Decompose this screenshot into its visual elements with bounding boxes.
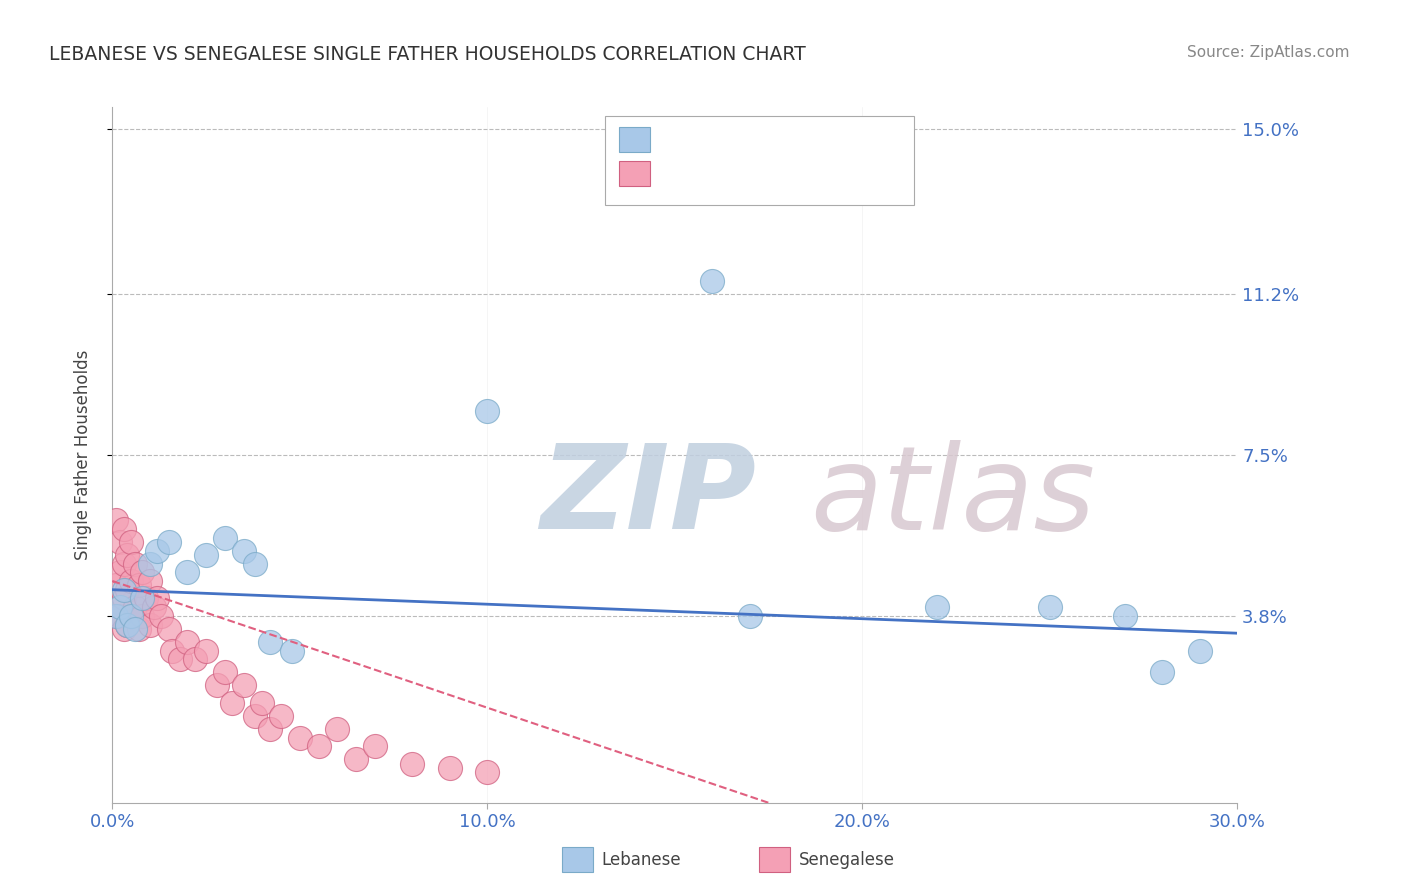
Point — [128, 578, 150, 592]
Point — [146, 591, 169, 606]
Point — [477, 404, 499, 418]
Point — [1039, 600, 1062, 615]
Point — [214, 531, 236, 545]
Point — [364, 739, 387, 754]
Point — [664, 165, 686, 179]
Text: LEBANESE VS SENEGALESE SINGLE FATHER HOUSEHOLDS CORRELATION CHART: LEBANESE VS SENEGALESE SINGLE FATHER HOU… — [49, 45, 806, 63]
Point — [927, 600, 949, 615]
Point — [232, 678, 254, 692]
Point — [120, 574, 142, 588]
Point — [139, 617, 162, 632]
Point — [124, 557, 146, 571]
Point — [128, 622, 150, 636]
Point — [1114, 608, 1136, 623]
Point — [112, 557, 135, 571]
Point — [105, 608, 128, 623]
Point — [259, 722, 281, 736]
Point — [738, 608, 761, 623]
Point — [169, 652, 191, 666]
Point — [157, 534, 180, 549]
Point — [308, 739, 330, 754]
Point — [176, 566, 198, 580]
Point — [108, 566, 131, 580]
Point — [252, 696, 274, 710]
Point — [243, 557, 266, 571]
Point — [105, 513, 128, 527]
Y-axis label: Single Father Households: Single Father Households — [73, 350, 91, 560]
Point — [176, 635, 198, 649]
Point — [702, 274, 724, 288]
Point — [120, 608, 142, 623]
Point — [117, 548, 139, 562]
Point — [243, 708, 266, 723]
Point — [281, 643, 304, 657]
Point — [112, 582, 135, 597]
Point — [1188, 643, 1211, 657]
Point — [344, 752, 367, 766]
Point — [401, 756, 423, 771]
Point — [162, 643, 184, 657]
Point — [105, 578, 128, 592]
Point — [105, 608, 128, 623]
Text: Lebanese: Lebanese — [602, 851, 682, 869]
Point — [195, 548, 218, 562]
Point — [124, 622, 146, 636]
Point — [108, 600, 131, 615]
Point — [270, 708, 292, 723]
Point — [221, 696, 243, 710]
Point — [131, 608, 153, 623]
Point — [207, 678, 229, 692]
Point — [108, 608, 131, 623]
Text: atlas: atlas — [810, 440, 1095, 554]
Text: Senegalese: Senegalese — [799, 851, 894, 869]
Point — [131, 566, 153, 580]
Point — [108, 534, 131, 549]
Point — [195, 643, 218, 657]
Point — [135, 591, 157, 606]
Point — [117, 617, 139, 632]
Point — [117, 582, 139, 597]
Text: R = -0.058   N = 26: R = -0.058 N = 26 — [658, 130, 830, 148]
Point — [259, 635, 281, 649]
Point — [120, 608, 142, 623]
Point — [112, 522, 135, 536]
Point — [232, 543, 254, 558]
Point — [1152, 665, 1174, 680]
Point — [112, 622, 135, 636]
Point — [477, 765, 499, 780]
Text: R = -0.475   N = 50: R = -0.475 N = 50 — [658, 164, 828, 182]
Point — [139, 557, 162, 571]
Point — [146, 543, 169, 558]
Text: Source: ZipAtlas.com: Source: ZipAtlas.com — [1187, 45, 1350, 60]
Point — [117, 617, 139, 632]
Point — [326, 722, 349, 736]
Point — [150, 608, 173, 623]
Point — [142, 600, 165, 615]
Point — [288, 731, 311, 745]
Point — [112, 591, 135, 606]
Text: ZIP: ZIP — [540, 439, 756, 554]
Point — [124, 600, 146, 615]
Point — [157, 622, 180, 636]
Point — [184, 652, 207, 666]
Point — [214, 665, 236, 680]
Point — [139, 574, 162, 588]
Point — [131, 591, 153, 606]
Point — [120, 534, 142, 549]
Point — [439, 761, 461, 775]
